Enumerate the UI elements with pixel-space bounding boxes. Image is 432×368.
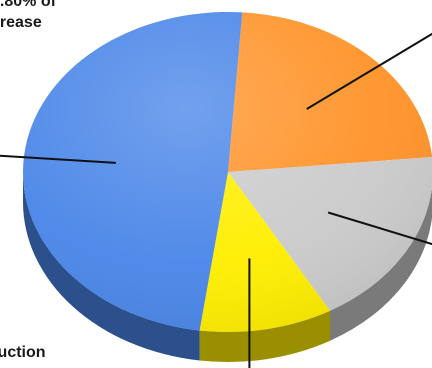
- annotation-construction: truction: [0, 342, 46, 363]
- annotation-line: crease: [0, 14, 42, 31]
- leader-line: [0, 154, 116, 164]
- pie-tops: [22, 11, 432, 332]
- pie-slice-side: [23, 172, 200, 361]
- pie-sides: [23, 172, 432, 362]
- leader-line: [327, 211, 432, 246]
- annotation-line: 5.80% of: [0, 0, 56, 10]
- leader-lines: [0, 32, 432, 368]
- leader-line: [306, 32, 432, 110]
- pie-highlight: [23, 12, 432, 332]
- annotation-percent-increase: 5.80% of crease: [0, 0, 56, 33]
- annotation-line: truction: [0, 344, 46, 361]
- pie-slice-side: [199, 310, 331, 362]
- pie-slice-side: [330, 187, 432, 341]
